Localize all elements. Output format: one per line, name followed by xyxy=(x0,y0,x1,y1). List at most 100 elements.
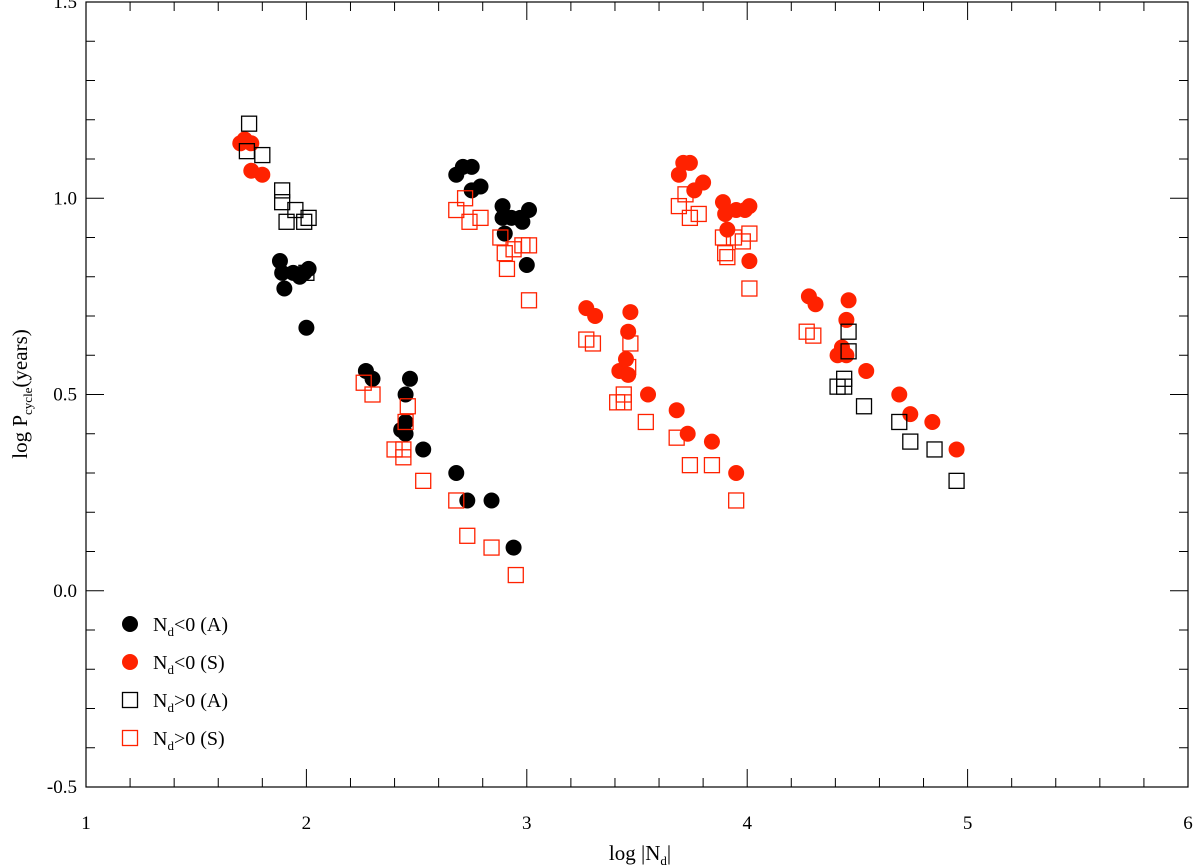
data-point-circle xyxy=(397,413,414,430)
x-tick-label: 3 xyxy=(522,813,532,834)
y-tick-label: 0.5 xyxy=(53,385,77,406)
data-point-square xyxy=(520,292,538,309)
legend-label: Nd>0 (S) xyxy=(153,728,225,753)
x-tick-label: 2 xyxy=(302,813,312,834)
data-point-square xyxy=(298,264,315,281)
data-point-square xyxy=(741,225,758,242)
data-point-square xyxy=(578,331,595,348)
data-point-circle xyxy=(505,539,522,556)
x-tick-label: 6 xyxy=(1183,813,1193,834)
series-2 xyxy=(238,115,965,490)
data-point-square xyxy=(584,335,602,352)
data-point-square xyxy=(840,343,857,360)
data-point-circle xyxy=(807,296,824,313)
data-point-square xyxy=(681,456,699,474)
data-point-square xyxy=(278,213,295,230)
series-3 xyxy=(355,186,822,584)
data-point-square xyxy=(622,335,639,352)
data-point-square xyxy=(891,413,908,431)
data-point-circle xyxy=(463,158,480,175)
y-tick-label: 0.0 xyxy=(53,581,77,602)
data-point-square xyxy=(615,386,632,403)
plot-frame xyxy=(85,1,1189,788)
x-axis-title: log |Nd| xyxy=(609,841,671,868)
x-tick-label: 1 xyxy=(81,813,91,834)
data-point-square xyxy=(448,492,465,509)
data-point-square xyxy=(456,190,474,207)
data-point-square xyxy=(448,201,465,219)
data-point-square xyxy=(902,433,919,450)
data-point-square xyxy=(520,237,538,254)
data-point-square xyxy=(948,472,965,490)
legend-marker xyxy=(122,654,138,670)
data-point-square xyxy=(855,398,873,415)
data-point-circle xyxy=(703,433,720,450)
data-point-circle xyxy=(741,253,758,270)
data-point-square xyxy=(355,374,372,391)
data-point-square xyxy=(677,186,694,203)
y-axis-title: log Pcycle(years) xyxy=(8,329,35,458)
data-point-square xyxy=(840,323,857,340)
data-point-square xyxy=(637,413,654,431)
data-point-square xyxy=(690,205,707,223)
data-point-square xyxy=(670,197,688,215)
data-point-circle xyxy=(459,492,476,509)
data-point-square xyxy=(805,327,822,344)
data-point-circle xyxy=(587,308,604,324)
data-point-circle xyxy=(274,264,291,281)
data-point-square xyxy=(399,398,416,415)
data-point-circle xyxy=(514,213,531,230)
data-point-circle xyxy=(364,370,381,387)
data-points xyxy=(232,115,965,584)
data-point-square xyxy=(514,237,531,254)
data-point-circle xyxy=(254,166,271,183)
data-point-square xyxy=(681,209,699,227)
data-point-circle xyxy=(622,304,639,321)
data-point-circle xyxy=(891,386,908,403)
data-point-square xyxy=(395,441,412,458)
data-point-circle xyxy=(840,292,857,309)
data-point-circle xyxy=(415,441,432,458)
data-point-square xyxy=(364,386,381,403)
legend-marker xyxy=(121,729,139,747)
data-point-square xyxy=(926,441,943,458)
data-point-square xyxy=(668,429,685,446)
data-point-square xyxy=(492,229,509,246)
data-point-circle xyxy=(472,178,489,195)
data-point-square xyxy=(620,358,637,376)
data-point-square xyxy=(714,229,732,246)
data-point-circle xyxy=(668,402,685,419)
data-point-circle xyxy=(741,198,758,215)
data-point-square xyxy=(274,182,291,199)
data-point-circle xyxy=(298,319,315,336)
data-point-circle xyxy=(728,465,745,481)
x-tick-label: 4 xyxy=(742,813,752,834)
data-point-square xyxy=(496,245,513,262)
data-point-square xyxy=(397,413,414,431)
x-tick-label: 5 xyxy=(963,813,973,834)
y-tick-label: 1.5 xyxy=(53,0,77,13)
data-point-circle xyxy=(695,174,712,191)
data-point-circle xyxy=(858,362,875,379)
data-point-square xyxy=(507,566,524,584)
data-point-circle xyxy=(494,198,511,215)
series-1 xyxy=(232,131,965,481)
data-point-circle xyxy=(640,386,657,403)
data-point-square xyxy=(296,213,313,230)
data-point-square xyxy=(459,527,476,544)
data-point-circle xyxy=(276,280,293,297)
data-point-circle xyxy=(681,154,698,171)
data-point-circle xyxy=(679,425,696,442)
data-point-square xyxy=(798,323,815,340)
data-point-square xyxy=(717,245,734,262)
data-point-square xyxy=(498,260,516,278)
data-point-square xyxy=(240,115,258,132)
data-point-square xyxy=(719,248,736,266)
data-point-square xyxy=(472,209,489,227)
data-point-circle xyxy=(496,225,513,242)
data-point-circle xyxy=(518,256,535,273)
data-point-square xyxy=(254,146,271,164)
legend-label: Nd>0 (A) xyxy=(153,690,228,715)
data-point-circle xyxy=(448,465,465,481)
